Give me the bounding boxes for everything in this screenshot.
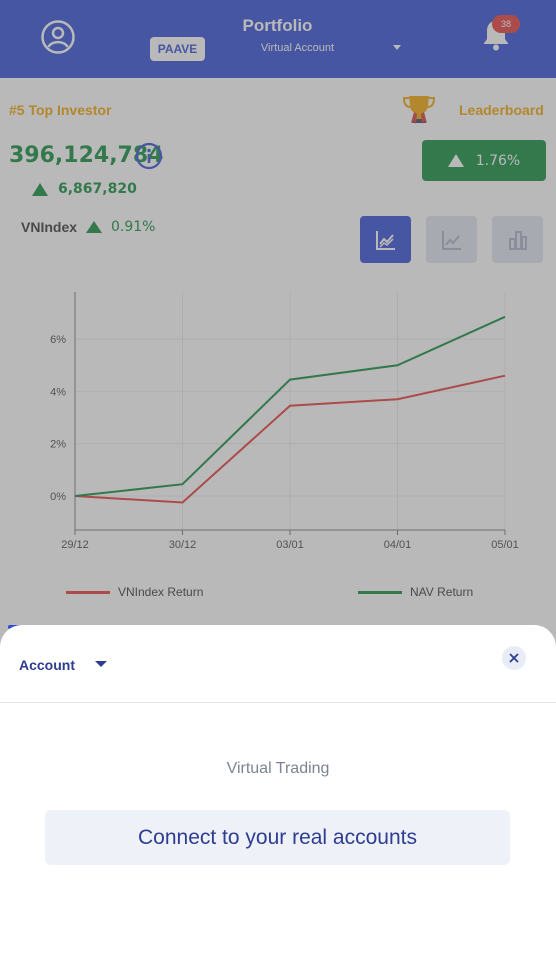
y-tick-label: 4% [50, 386, 66, 398]
chevron-down-icon[interactable] [393, 45, 401, 50]
series-line-nav [74, 315, 506, 497]
legend-label-nav: NAV Return [410, 585, 474, 599]
leaderboard-link[interactable]: Leaderboard [459, 102, 544, 118]
line-chart-icon [375, 230, 395, 250]
section-label: Virtual Trading [226, 760, 330, 777]
legend-line-nav [358, 590, 402, 594]
legend-label-vnindex: VNIndex Return [118, 585, 204, 599]
account-selector[interactable]: Virtual Account [260, 42, 335, 54]
return-chart: 0% 2% 4% 6% 29/12 30/12 03/01 04/01 05/01 [50, 292, 519, 551]
index-change-pct: 0.91% [111, 219, 156, 235]
trend-icon [441, 230, 461, 250]
index-name: VNIndex [21, 219, 78, 235]
sheet-title[interactable]: Account [19, 657, 75, 673]
series-line-vnindex [74, 374, 506, 504]
close-button[interactable] [502, 646, 526, 670]
account-bottom-sheet: Account Virtual Trading Connect to your … [0, 625, 556, 967]
y-tick-label: 0% [50, 491, 66, 503]
notification-badge: 38 [492, 15, 520, 33]
arrow-up-icon [86, 221, 102, 233]
x-tick-label: 29/12 [61, 539, 89, 551]
index-change: 0.91% [86, 219, 155, 235]
arrow-up-icon [32, 182, 48, 196]
arrow-up-icon [447, 154, 464, 167]
connect-real-accounts-button[interactable]: Connect to your real accounts [45, 810, 510, 865]
page-title: Portfolio [242, 16, 313, 35]
info-icon[interactable] [135, 142, 163, 170]
y-tick-label: 6% [50, 334, 66, 346]
nav-change-value: 6,867,820 [58, 181, 137, 197]
x-tick-label: 30/12 [169, 539, 197, 551]
x-tick-label: 05/01 [491, 539, 519, 551]
legend-line-vnindex [66, 590, 110, 594]
bar-chart-icon [508, 230, 527, 250]
trophy-icon[interactable] [402, 92, 436, 126]
x-tick-label: 04/01 [384, 539, 412, 551]
nav-change-pct-badge: 1.76% [422, 140, 546, 181]
legend-vnindex: VNIndex Return [66, 585, 203, 599]
rank-label: #5 Top Investor [9, 102, 112, 118]
chevron-down-icon[interactable] [95, 661, 107, 667]
legend-nav: NAV Return [358, 585, 473, 599]
divider [0, 702, 556, 703]
bar-chart-button[interactable] [492, 216, 543, 263]
profile-icon[interactable] [40, 19, 76, 55]
y-tick-label: 2% [50, 439, 66, 451]
close-icon [509, 653, 519, 663]
line-chart-active-button[interactable] [360, 216, 411, 263]
line-chart-button[interactable] [426, 216, 477, 263]
nav-change-pct: 1.76% [475, 152, 521, 169]
x-tick-label: 03/01 [276, 539, 304, 551]
app-header: PAAVE Portfolio Virtual Account 38 [0, 0, 556, 78]
nav-change: 6,867,820 [32, 181, 137, 197]
brand-tag: PAAVE [150, 37, 205, 61]
